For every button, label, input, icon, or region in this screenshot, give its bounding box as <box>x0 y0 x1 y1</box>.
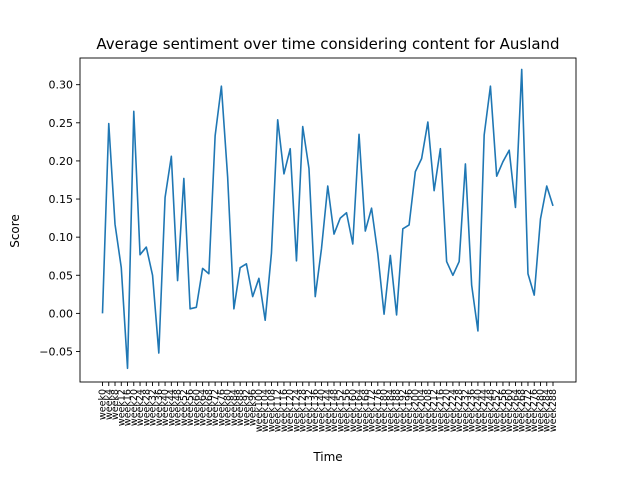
x-tick-label: week124 <box>291 389 302 432</box>
x-tick-label: week200 <box>410 389 421 432</box>
y-tick-label: 0.25 <box>49 117 74 130</box>
x-tick-label: week60 <box>191 389 202 426</box>
x-tick-label: week172 <box>367 389 378 432</box>
x-tick-label: week264 <box>510 389 521 432</box>
x-tick-label: week48 <box>173 389 184 426</box>
x-tick-label: week44 <box>166 389 177 426</box>
x-tick-label: week220 <box>442 389 453 432</box>
x-tick-label: week252 <box>492 389 503 432</box>
x-tick-label: week272 <box>523 389 534 432</box>
x-tick-label: week144 <box>323 389 334 432</box>
x-tick-label: week136 <box>310 389 321 432</box>
x-tick-label: week8 <box>110 389 121 420</box>
x-tick-label: week152 <box>335 389 346 432</box>
x-tick-label: week256 <box>498 389 509 432</box>
x-tick-label: week276 <box>529 389 540 432</box>
x-tick-label: week168 <box>360 389 371 432</box>
x-axis-label: Time <box>312 450 342 464</box>
x-tick-label: week216 <box>435 389 446 432</box>
x-tick-label: week208 <box>423 389 434 432</box>
chart-title: Average sentiment over time considering … <box>96 35 559 53</box>
x-tick-label: week40 <box>160 389 171 426</box>
x-tick-label: week112 <box>273 389 284 432</box>
y-tick-label: 0.10 <box>49 231 74 244</box>
x-tick-label: week156 <box>342 389 353 432</box>
y-tick-label: −0.05 <box>39 346 73 359</box>
x-tick-label: week268 <box>517 389 528 432</box>
x-tick-label: week196 <box>404 389 415 432</box>
x-tick-label: week284 <box>542 389 553 432</box>
x-tick-label: week128 <box>298 389 309 432</box>
x-tick-label: week188 <box>392 389 403 432</box>
x-tick-label: week192 <box>398 389 409 432</box>
x-tick-label: week4 <box>104 389 115 420</box>
x-tick-label: week32 <box>148 389 159 426</box>
x-tick-label: week224 <box>448 389 459 432</box>
x-tick-label: week288 <box>548 389 559 432</box>
x-tick-label: week56 <box>185 389 196 426</box>
y-tick-label: 0.00 <box>49 307 74 320</box>
x-tick-label: week228 <box>454 389 465 432</box>
x-tick-label: week236 <box>467 389 478 432</box>
x-tick-label: week20 <box>129 389 140 426</box>
x-tick-label: week132 <box>304 389 315 432</box>
x-tick-label: week176 <box>373 389 384 432</box>
x-tick-label: week180 <box>379 389 390 432</box>
y-axis-label: Score <box>8 214 22 248</box>
y-tick-label: 0.05 <box>49 269 74 282</box>
x-tick-label: week164 <box>354 389 365 432</box>
x-tick-label: week84 <box>229 389 240 426</box>
x-tick-label: week28 <box>141 389 152 426</box>
x-tick-label: week16 <box>123 389 134 426</box>
x-tick-label: week160 <box>348 389 359 432</box>
x-tick-label: week120 <box>285 389 296 432</box>
x-tick-label: week12 <box>116 389 127 426</box>
x-tick-label: week96 <box>248 389 259 426</box>
x-tick-label: week68 <box>204 389 215 426</box>
x-tick-label: week72 <box>210 389 221 426</box>
x-tick-label: week52 <box>179 389 190 426</box>
x-tick-label: week104 <box>260 389 271 432</box>
x-tick-label: week92 <box>241 389 252 426</box>
x-tick-label: week0 <box>98 389 109 420</box>
x-tick-label: week100 <box>254 389 265 432</box>
x-tick-label: week140 <box>316 389 327 432</box>
x-tick-label: week36 <box>154 389 165 426</box>
y-tick-label: 0.15 <box>49 193 74 206</box>
x-tick-label: week88 <box>235 389 246 426</box>
x-tick-label: week232 <box>460 389 471 432</box>
x-tick-label: week212 <box>429 389 440 432</box>
x-tick-label: week76 <box>216 389 227 426</box>
x-tick-label: week248 <box>485 389 496 432</box>
y-tick-label: 0.20 <box>49 155 74 168</box>
x-tick-label: week280 <box>535 389 546 432</box>
x-tick-label: week184 <box>385 389 396 432</box>
x-tick-label: week244 <box>479 389 490 432</box>
x-tick-label: week204 <box>417 389 428 432</box>
x-tick-label: week260 <box>504 389 515 432</box>
series-line-0 <box>101 68 554 370</box>
x-tick-label: week80 <box>223 389 234 426</box>
x-tick-label: week64 <box>198 389 209 426</box>
x-tick-label: week108 <box>266 389 277 432</box>
x-tick-label: week116 <box>279 389 290 432</box>
plot-frame <box>79 57 577 383</box>
x-tick-label: week24 <box>135 389 146 426</box>
x-tick-label: week240 <box>473 389 484 432</box>
x-tick-label: week148 <box>329 389 340 432</box>
y-tick-label: 0.30 <box>49 79 74 92</box>
